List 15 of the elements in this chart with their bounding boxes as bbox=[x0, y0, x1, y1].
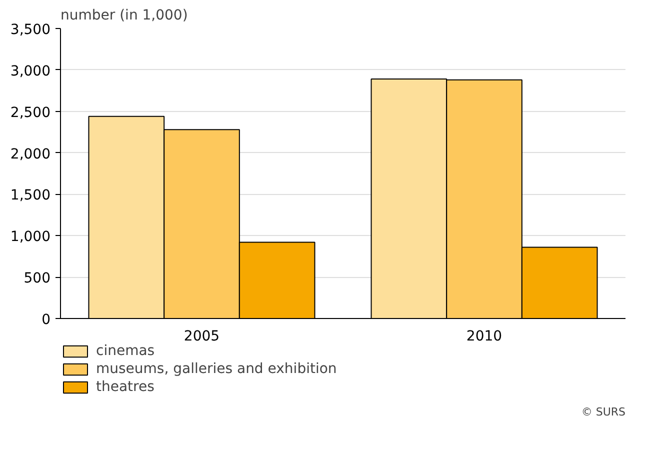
y-tick-label: 1,500 bbox=[10, 188, 51, 204]
y-tick-label: 0 bbox=[42, 312, 51, 328]
y-tick-label: 3,000 bbox=[10, 63, 51, 80]
y-tick-label: 1,000 bbox=[10, 229, 51, 246]
y-tick-label: 2,000 bbox=[10, 146, 51, 162]
legend-label: theatres bbox=[96, 379, 154, 395]
y-tick-label: 3,500 bbox=[10, 22, 51, 38]
y-tick-label: 2,500 bbox=[10, 104, 51, 121]
legend-label: museums, galleries and exhibition bbox=[96, 361, 337, 377]
legend-label: cinemas bbox=[96, 343, 155, 359]
y-axis-title: number (in 1,000) bbox=[60, 8, 188, 24]
text: © SURS bbox=[581, 406, 626, 418]
x-tick-label: 2005 bbox=[184, 328, 220, 344]
y-tick-label: 500 bbox=[24, 270, 51, 287]
x-tick-label: 2010 bbox=[466, 328, 502, 344]
